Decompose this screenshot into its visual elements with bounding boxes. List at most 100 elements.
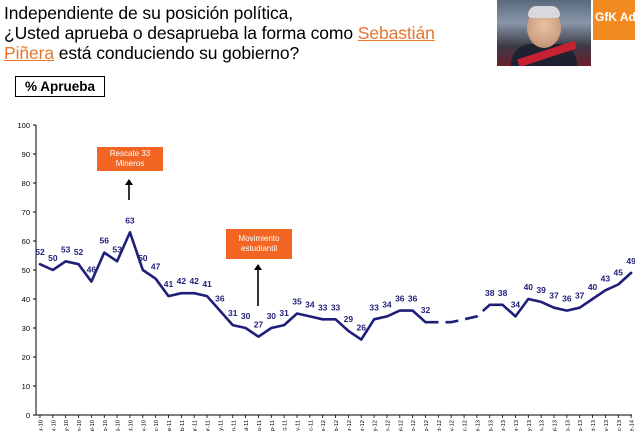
annotation-arrowhead — [125, 179, 133, 185]
data-label: 31 — [228, 308, 238, 318]
y-tick-label: 40 — [22, 295, 30, 304]
x-tick-label: dic-13 — [617, 420, 623, 431]
y-tick-label: 80 — [22, 179, 30, 188]
data-label: 33 — [369, 302, 379, 312]
data-label: 26 — [357, 323, 367, 333]
data-label: 38 — [485, 288, 495, 298]
x-tick-label: mar-12 — [347, 420, 353, 431]
data-label: 53 — [61, 244, 71, 254]
y-tick-label: 60 — [22, 237, 30, 246]
x-tick-label: oct-13 — [591, 420, 597, 431]
x-tick-label: may-11 — [218, 420, 224, 431]
x-tick-label: jun-13 — [540, 420, 546, 431]
data-label: 32 — [421, 305, 431, 315]
x-tick-label: dic-11 — [308, 420, 314, 431]
data-label: 27 — [254, 320, 264, 330]
x-tick-label: feb-12 — [334, 420, 340, 431]
x-tick-label: jun-12 — [385, 420, 391, 431]
title-highlight-sebastian[interactable]: Sebastián — [357, 23, 435, 43]
data-label: 36 — [395, 294, 405, 304]
x-tick-label: may-12 — [373, 420, 379, 431]
data-label: 53 — [112, 244, 122, 254]
gfk-logo: GfK Adir — [593, 0, 635, 40]
data-label: 47 — [151, 262, 161, 272]
y-tick-label: 10 — [22, 382, 30, 391]
data-label: 37 — [575, 291, 585, 301]
annotation-arrows — [125, 179, 262, 306]
president-photo — [497, 0, 591, 66]
x-tick-label: mar-13 — [501, 420, 507, 431]
y-tick-label: 20 — [22, 353, 30, 362]
x-tick-label: dic-12 — [463, 420, 469, 431]
data-label: 34 — [382, 299, 392, 309]
x-tick-label: jul-11 — [244, 420, 250, 431]
data-label: 31 — [279, 308, 289, 318]
data-label: 50 — [48, 253, 58, 263]
data-label: 52 — [74, 247, 84, 257]
series-segment — [488, 271, 633, 318]
x-tick-label: sep-12 — [424, 420, 430, 431]
x-tick-label: abr-10 — [51, 420, 57, 431]
data-label: 42 — [177, 276, 187, 286]
chart-title: Independiente de su posición política, ¿… — [4, 3, 492, 63]
x-tick-label: mar-11 — [193, 420, 199, 431]
x-tick-label: abr-13 — [514, 420, 520, 431]
x-tick-label: ago-11 — [257, 420, 263, 431]
data-label: 30 — [267, 311, 277, 321]
x-tick-label: dic-10 — [154, 420, 160, 431]
x-tick-labels: mar-10 abr-10 may-10 jun-10 jul-10 ago-10 sep-… — [39, 415, 635, 431]
data-label: 36 — [215, 294, 225, 304]
data-label: 35 — [292, 297, 302, 307]
data-label: 33 — [331, 302, 341, 312]
data-label: 30 — [241, 311, 251, 321]
title-highlight-pinera[interactable]: Piñera — [4, 43, 54, 63]
x-tick-label: nov-11 — [296, 420, 302, 431]
x-tick-label: ene-11 — [167, 420, 173, 431]
x-tick-label: oct-12 — [437, 420, 443, 431]
x-tick-label: feb-13 — [488, 420, 494, 431]
x-tick-label: ene-13 — [475, 420, 481, 431]
x-tick-label: ene-14 — [630, 419, 635, 431]
x-tick-label: may-13 — [527, 420, 533, 431]
annotation-arrowhead — [254, 264, 262, 270]
x-tick-label: jun-10 — [77, 420, 83, 431]
x-tick-label: abr-11 — [206, 420, 212, 431]
x-tick-label: ago-10 — [103, 420, 109, 431]
x-tick-label: jul-10 — [90, 420, 96, 431]
y-tick-label: 30 — [22, 324, 30, 333]
x-tick-label: nov-13 — [604, 420, 610, 431]
data-label: 34 — [511, 299, 521, 309]
data-label: 40 — [588, 282, 598, 292]
x-tick-label: nov-12 — [450, 420, 456, 431]
x-tick-label: may-10 — [64, 420, 70, 431]
data-label: 49 — [626, 256, 635, 266]
data-label: 43 — [601, 273, 611, 283]
y-tick-label: 100 — [17, 121, 30, 130]
data-label: 42 — [189, 276, 199, 286]
x-tick-label: jul-12 — [398, 420, 404, 431]
data-label: 34 — [305, 299, 315, 309]
x-tick-label: oct-11 — [283, 420, 289, 431]
series-line — [38, 231, 633, 341]
data-label: 41 — [164, 279, 174, 289]
data-label: 38 — [498, 288, 508, 298]
approval-badge: % Aprueba — [15, 76, 105, 97]
data-label: 41 — [202, 279, 212, 289]
x-tick-label: mar-10 — [39, 420, 45, 431]
data-label: 37 — [549, 291, 559, 301]
annotation-1: Rescate 33 Mineros — [97, 147, 163, 171]
x-tick-label: ago-12 — [411, 420, 417, 431]
series-segment — [38, 231, 427, 341]
y-tick-label: 0 — [26, 411, 30, 420]
title-line-2: ¿Usted aprueba o desaprueba la forma com… — [4, 23, 358, 43]
x-tick-label: jun-11 — [231, 420, 237, 431]
y-tick-label: 90 — [22, 150, 30, 159]
x-tick-label: sep-10 — [116, 420, 122, 431]
data-label: 50 — [138, 253, 148, 263]
data-label: 36 — [562, 294, 572, 304]
x-tick-label: nov-10 — [141, 420, 147, 431]
data-label: 40 — [524, 282, 534, 292]
data-label: 36 — [408, 294, 418, 304]
